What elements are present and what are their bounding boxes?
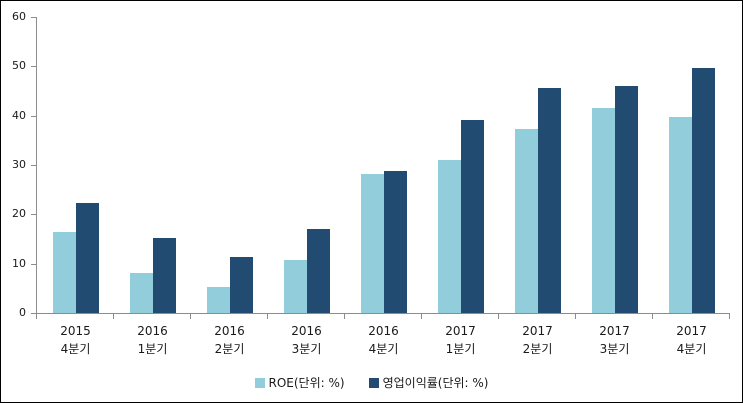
- y-tick-label: 30: [12, 158, 26, 171]
- legend-item-roe: ROE(단위: %): [254, 374, 345, 391]
- y-tick: [31, 214, 36, 215]
- y-tick: [31, 264, 36, 265]
- bar-op-margin: [383, 171, 407, 313]
- x-tick: [344, 314, 345, 319]
- bar-roe: [129, 273, 153, 313]
- x-tick-label: 2015 4분기: [60, 324, 91, 356]
- bar-roe: [437, 160, 461, 313]
- legend-label-op-margin: 영업이익률(단위: %): [382, 376, 489, 390]
- y-tick-label: 40: [12, 109, 26, 122]
- bar-op-margin: [75, 203, 99, 313]
- legend: ROE(단위: %) 영업이익률(단위: %): [1, 374, 742, 391]
- legend-item-op-margin: 영업이익률(단위: %): [368, 374, 489, 391]
- y-axis-line: [36, 17, 37, 314]
- y-tick: [31, 313, 36, 314]
- y-tick-label: 0: [19, 306, 26, 319]
- y-tick: [31, 17, 36, 18]
- bar-roe: [206, 287, 230, 313]
- y-tick: [31, 116, 36, 117]
- x-tick: [421, 314, 422, 319]
- y-tick-label: 20: [12, 207, 26, 220]
- bar-op-margin: [306, 229, 330, 313]
- bar-op-margin: [537, 88, 561, 313]
- y-tick: [31, 66, 36, 67]
- x-tick-label: 2016 1분기: [137, 324, 168, 356]
- x-tick-label: 2016 3분기: [291, 324, 322, 356]
- x-tick-label: 2017 4분기: [676, 324, 707, 356]
- legend-swatch-op-margin: [368, 377, 379, 388]
- bar-roe: [591, 108, 615, 313]
- bar-roe: [514, 129, 538, 313]
- legend-label-roe: ROE(단위: %): [268, 376, 345, 390]
- bar-roe: [668, 117, 692, 313]
- x-tick-label: 2016 2분기: [214, 324, 245, 356]
- bar-op-margin: [229, 257, 253, 313]
- x-tick-label: 2017 1분기: [445, 324, 476, 356]
- bar-roe: [52, 232, 76, 313]
- x-tick: [113, 314, 114, 319]
- bar-op-margin: [614, 86, 638, 313]
- bar-op-margin: [152, 238, 176, 313]
- y-tick-label: 10: [12, 257, 26, 270]
- x-tick-label: 2016 4분기: [368, 324, 399, 356]
- bar-op-margin: [691, 68, 715, 313]
- x-tick: [267, 314, 268, 319]
- x-tick: [729, 314, 730, 319]
- x-tick: [575, 314, 576, 319]
- legend-swatch-roe: [254, 377, 265, 388]
- x-tick: [498, 314, 499, 319]
- x-tick-label: 2017 2분기: [522, 324, 553, 356]
- bar-op-margin: [460, 120, 484, 313]
- x-tick: [36, 314, 37, 319]
- x-tick-label: 2017 3분기: [599, 324, 630, 356]
- bar-roe: [283, 260, 307, 313]
- y-tick-label: 50: [12, 59, 26, 72]
- x-axis-line: [36, 313, 730, 314]
- bar-roe: [360, 174, 384, 313]
- x-tick: [190, 314, 191, 319]
- y-tick: [31, 165, 36, 166]
- y-tick-label: 60: [12, 10, 26, 23]
- x-tick: [652, 314, 653, 319]
